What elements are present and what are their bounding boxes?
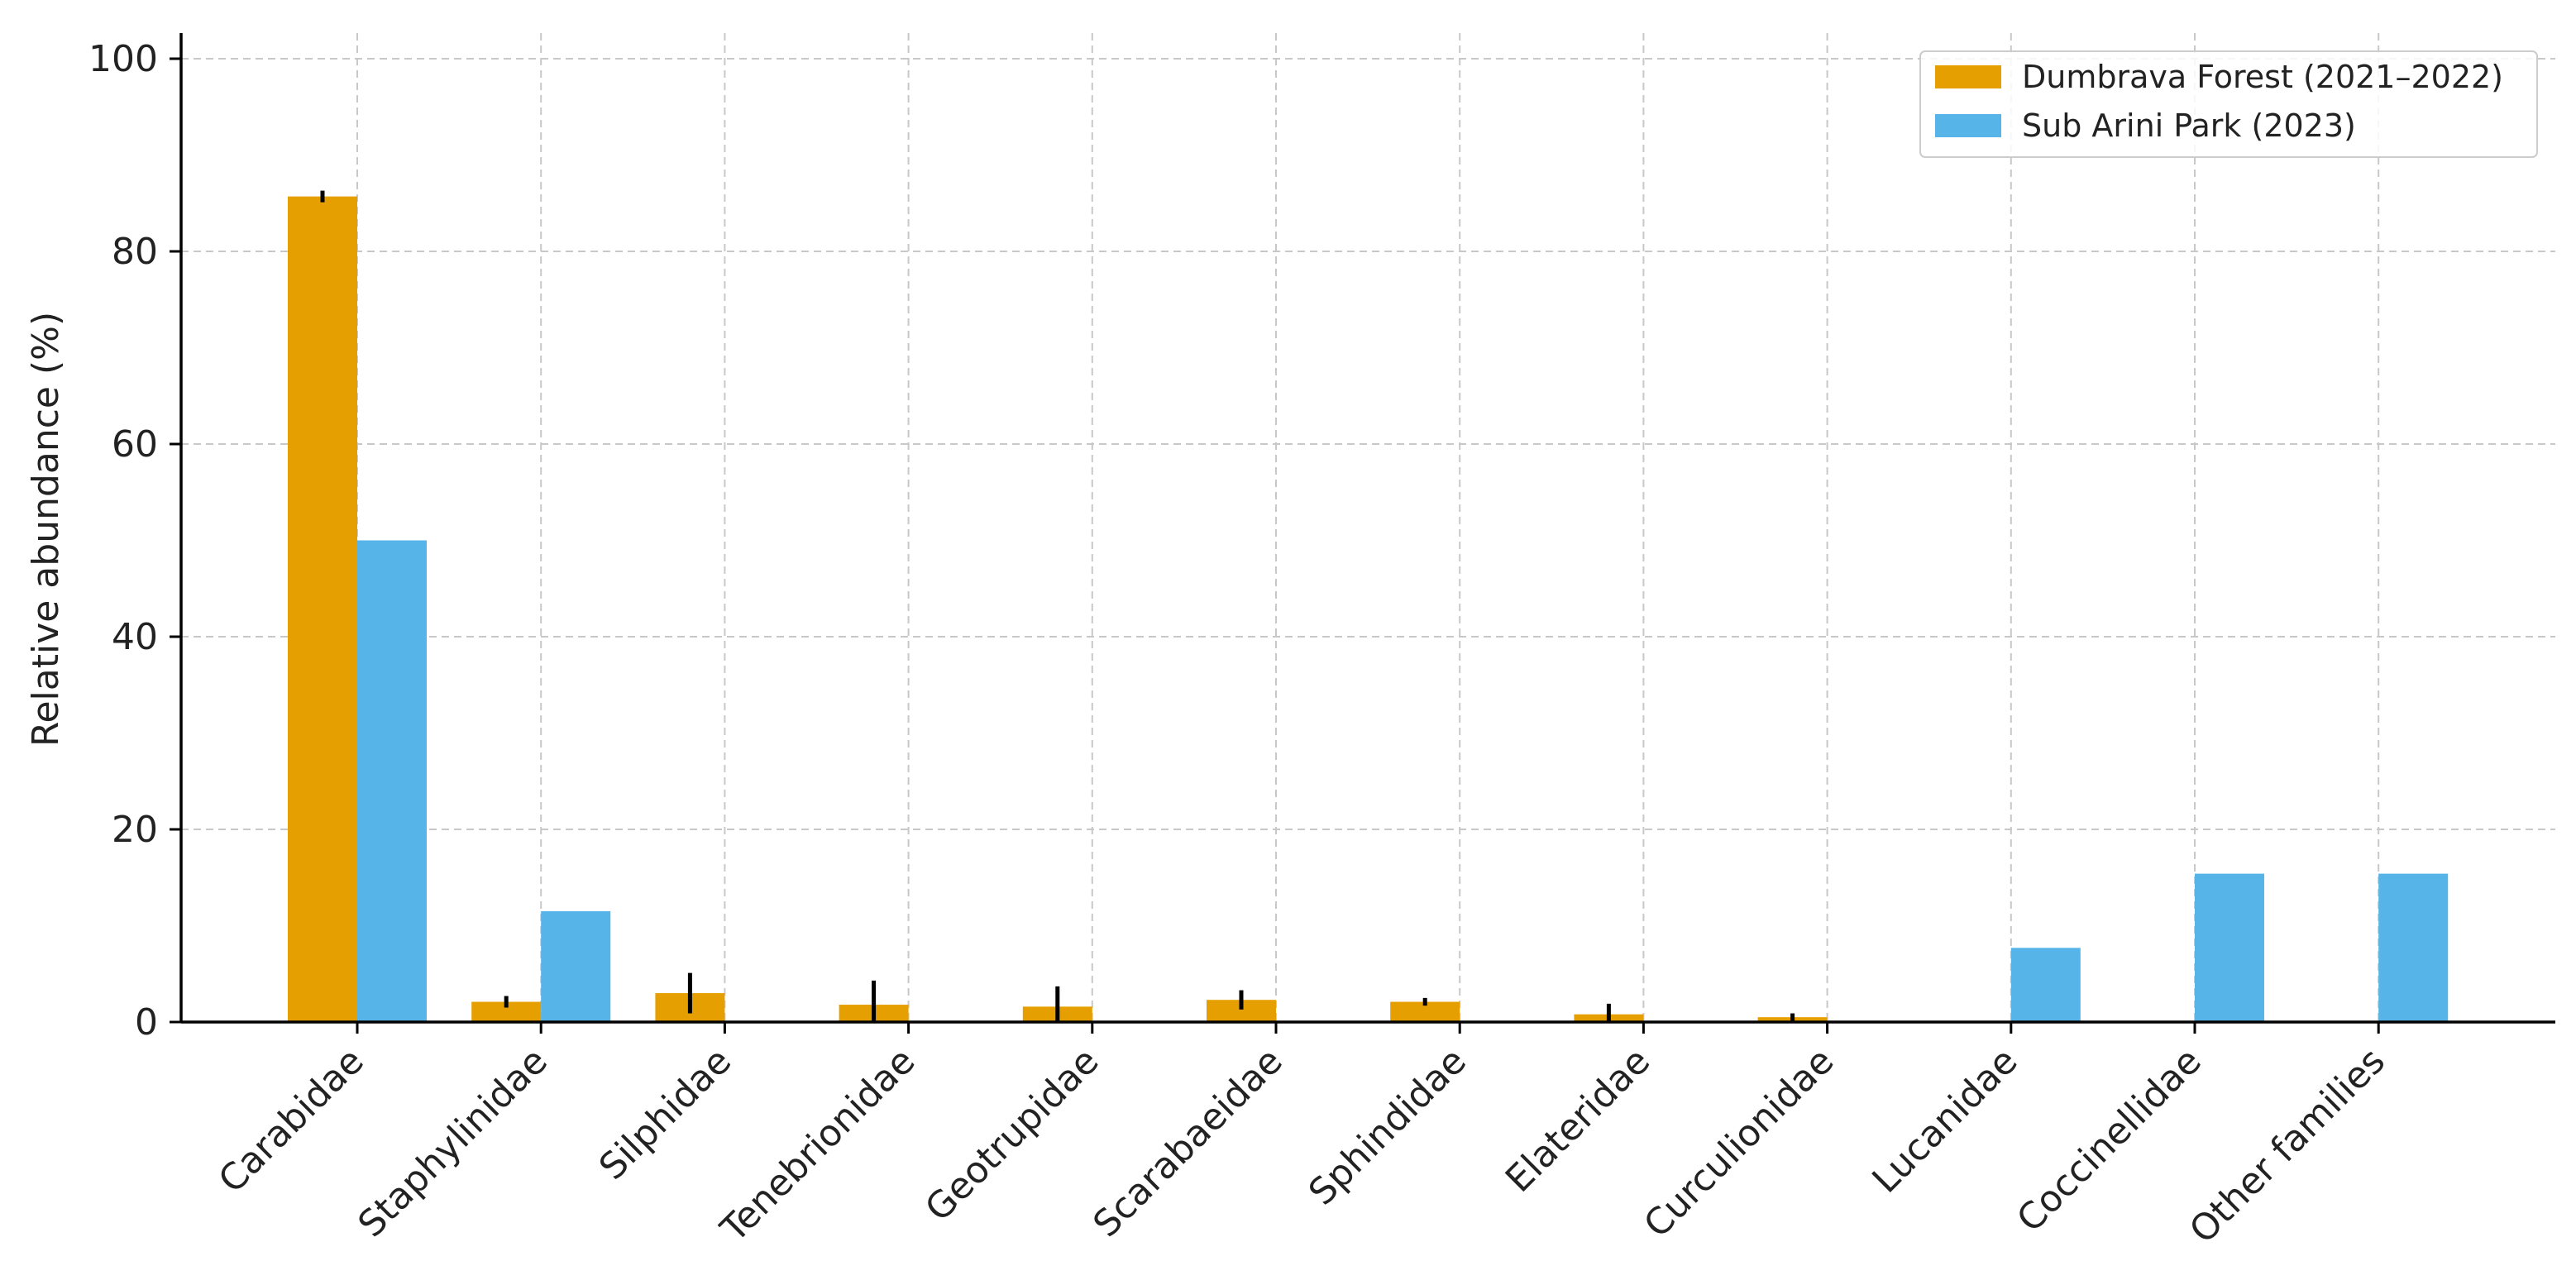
x-tick-label: Lucanidae <box>1865 1040 2026 1201</box>
y-tick-label: 20 <box>112 809 158 851</box>
bars <box>288 190 2449 1023</box>
legend-label-sub-arini: Sub Arini Park (2023) <box>2022 107 2356 144</box>
y-tick-label: 0 <box>135 1001 158 1044</box>
legend-label-dumbrava: Dumbrava Forest (2021–2022) <box>2022 59 2503 95</box>
y-tick-label: 60 <box>112 423 158 466</box>
y-axis-title: Relative abundance (%) <box>25 312 67 747</box>
bar-sub-arini-lucanidae <box>2010 948 2081 1022</box>
legend-swatch-sub-arini <box>1935 114 2001 137</box>
x-tick-label: Silphidae <box>591 1040 739 1188</box>
legend-swatch-dumbrava <box>1935 65 2001 88</box>
bar-sub-arini-other-families <box>2378 873 2449 1022</box>
x-tick-label: Tenebrionidae <box>712 1040 923 1251</box>
legend-box <box>1919 50 2538 158</box>
x-tick-label: Curculionidae <box>1636 1040 1842 1246</box>
x-tick-label: Staphylinidae <box>350 1040 556 1246</box>
y-tick-label: 100 <box>88 38 158 80</box>
x-tick-label: Geotrupidae <box>917 1040 1106 1230</box>
x-tick-label: Elateridae <box>1498 1040 1658 1201</box>
x-tick-label: Sphindidae <box>1301 1040 1474 1214</box>
x-tick-label: Scarabaeidae <box>1085 1040 1290 1245</box>
bar-dumbrava-carabidae <box>288 196 357 1023</box>
x-tick-label: Carabidae <box>211 1040 372 1201</box>
y-tick-label: 40 <box>112 616 158 658</box>
x-tick-label: Coccinellidae <box>2009 1040 2209 1240</box>
bar-sub-arini-coccinellidae <box>2195 873 2264 1022</box>
bar-sub-arini-staphylinidae <box>541 911 611 1022</box>
legend: Dumbrava Forest (2021–2022) Sub Arini Pa… <box>1919 50 2538 158</box>
bar-sub-arini-carabidae <box>357 540 427 1022</box>
x-tick-label: Other families <box>2182 1040 2393 1252</box>
y-tick-label: 80 <box>112 231 158 273</box>
